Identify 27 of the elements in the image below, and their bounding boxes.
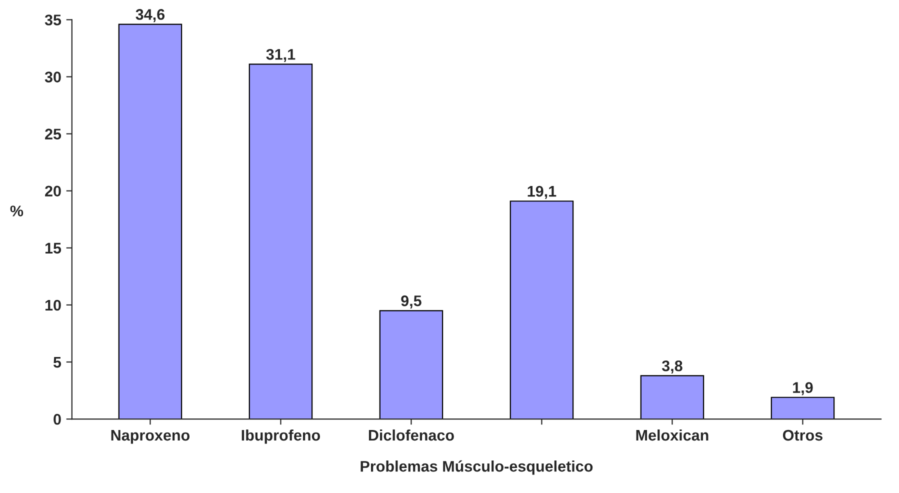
data-label: 31,1 — [266, 48, 296, 62]
y-tick-label: 10 — [45, 300, 61, 311]
bar — [510, 200, 574, 420]
data-label: 1,9 — [793, 382, 813, 396]
bar — [379, 310, 444, 420]
y-tick-label: 5 — [53, 357, 62, 368]
x-axis-title: Problemas Músculo-esqueletico — [360, 460, 593, 475]
data-label: 9,5 — [401, 295, 422, 308]
y-tick-label: 30 — [44, 72, 61, 82]
x-tick-label: Ibuprofeno — [242, 429, 320, 444]
data-label: 34,6 — [136, 9, 165, 22]
y-tick-label: 25 — [45, 128, 62, 140]
y-tick-label: 15 — [45, 242, 62, 254]
x-tick-label: Diclofenaco — [368, 429, 454, 441]
data-label: 19,1 — [528, 186, 556, 199]
x-tick-label: Otros — [782, 430, 822, 441]
y-axis-title: % — [10, 206, 24, 216]
y-tick-label: 35 — [44, 14, 62, 26]
data-label: 3,8 — [662, 360, 682, 374]
bar — [248, 64, 313, 420]
x-tick-label: Meloxican — [636, 429, 708, 441]
bar — [770, 396, 835, 420]
y-tick-label: 20 — [45, 186, 61, 197]
bar — [118, 24, 182, 420]
y-tick-label: 0 — [54, 414, 61, 425]
x-tick-label: Naproxeno — [111, 430, 190, 444]
bar — [640, 375, 704, 420]
